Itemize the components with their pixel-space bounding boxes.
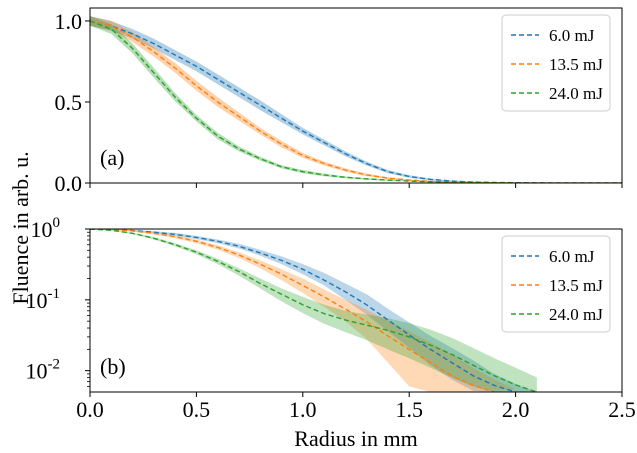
- legend-label: 13.5 mJ: [549, 55, 603, 74]
- y-tick-label: 10-1: [26, 286, 61, 313]
- x-tick-label: 2.5: [608, 397, 636, 422]
- y-tick-label: 10-2: [26, 357, 61, 384]
- y-tick-label: 0.5: [55, 90, 83, 115]
- band-1: [90, 229, 537, 392]
- series-line-1: [90, 229, 516, 392]
- y-tick-label: 1.0: [55, 9, 83, 34]
- band-3: [90, 229, 537, 392]
- panel-label: (b): [100, 354, 126, 379]
- x-axis-label: Radius in mm: [294, 426, 417, 451]
- x-tick-label: 2.0: [502, 397, 530, 422]
- panel-label: (a): [100, 145, 124, 170]
- x-tick-label: 1.0: [289, 397, 317, 422]
- legend-label: 13.5 mJ: [549, 276, 603, 295]
- x-tick-label: 0.0: [76, 397, 104, 422]
- series-line-2: [90, 229, 495, 392]
- x-tick-label: 1.5: [395, 397, 423, 422]
- band-3: [90, 16, 622, 183]
- panel-a: 0.0 0.5 1.0 (a) 6.0 mJ 13.5 mJ 24.0 mJ: [55, 7, 623, 196]
- y-tick-label: 0.0: [55, 171, 83, 196]
- axes-frame: [89, 7, 623, 184]
- plot-area: [90, 229, 538, 392]
- legend-label: 24.0 mJ: [549, 305, 603, 324]
- legend-label: 6.0 mJ: [549, 26, 595, 45]
- x-tick-label: 0.5: [183, 397, 211, 422]
- legend-label: 6.0 mJ: [549, 247, 595, 266]
- series-line-3: [90, 229, 538, 392]
- legend: 6.0 mJ 13.5 mJ 24.0 mJ: [501, 14, 611, 112]
- legend-label: 24.0 mJ: [549, 84, 603, 103]
- legend: 6.0 mJ 13.5 mJ 24.0 mJ: [501, 235, 611, 333]
- band-2: [90, 229, 516, 392]
- panel-b: 0.0 0.5 1.0 1.5 2.0 2.5 10-2 10-1 100 (b) 6.0 mJ 13…: [26, 215, 636, 422]
- y-axis-label: Fluence in arb. u.: [8, 151, 33, 304]
- y-tick-label: 100: [31, 215, 61, 242]
